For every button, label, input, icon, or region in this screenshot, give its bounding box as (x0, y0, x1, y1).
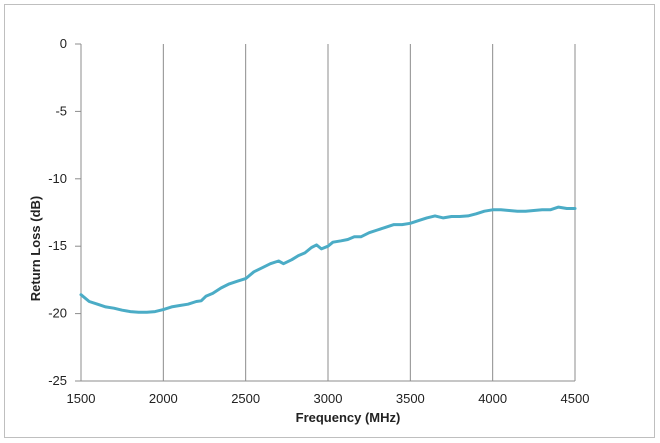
y-tick-label: -5 (55, 103, 67, 118)
y-tick-label: -10 (48, 171, 67, 186)
y-tick-label: -25 (48, 373, 67, 388)
x-tick-label: 4000 (478, 391, 507, 406)
x-axis-title: Frequency (MHz) (296, 410, 401, 425)
x-tick-label: 1500 (67, 391, 96, 406)
x-tick-label: 3500 (396, 391, 425, 406)
grid-layer (75, 43, 576, 382)
tick-label-layer: 1500 2000 2500 3000 3500 4000 4500 0 -5 -10 -15 -20… (48, 36, 589, 406)
y-axis-title: Return Loss (dB) (28, 196, 43, 301)
x-tick-label: 4500 (561, 391, 590, 406)
chart-frame (4, 4, 655, 438)
y-tick-label: -15 (48, 238, 67, 253)
y-tick-label: 0 (60, 36, 67, 51)
x-tick-label: 3000 (314, 391, 343, 406)
x-tick-label: 2500 (231, 391, 260, 406)
y-tick-label: -20 (48, 306, 67, 321)
series-line (79, 205, 577, 314)
x-tick-label: 2000 (149, 391, 178, 406)
series-layer (79, 205, 577, 314)
